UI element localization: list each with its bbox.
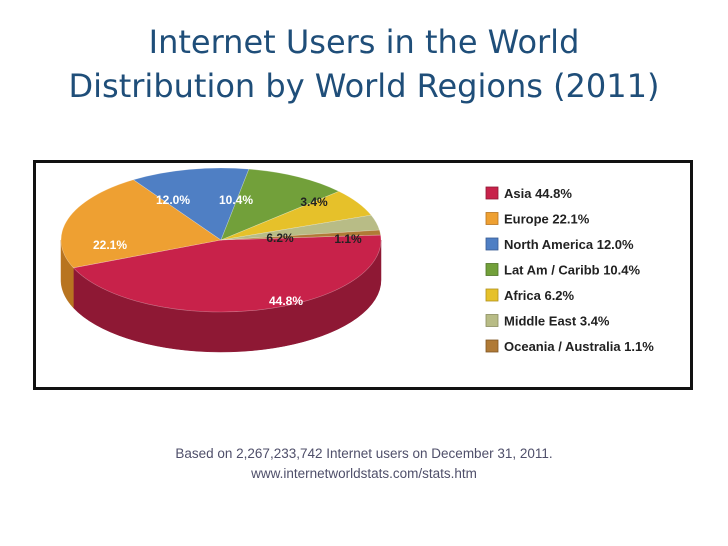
- legend-label-lat-am-caribb: Lat Am / Caribb 10.4%: [504, 263, 640, 278]
- legend-swatch-north-america: [485, 237, 499, 251]
- pie-label-oceania-australia: 1.1%: [334, 232, 362, 246]
- pie-slice-north-america: [132, 167, 250, 241]
- page-title: Internet Users in the World Distribution…: [0, 20, 728, 108]
- legend-swatch-middle-east: [485, 314, 499, 327]
- legend-swatch-oceania-australia: [485, 339, 499, 353]
- legend-label-africa: Africa 6.2%: [504, 288, 575, 303]
- pie-label-north-america: 12.0%: [156, 193, 190, 207]
- legend-swatch-africa: [485, 288, 499, 302]
- legend-swatch-europe: [485, 212, 499, 225]
- pie-label-europe: 22.1%: [93, 238, 127, 252]
- pie-slice-asia: [72, 234, 382, 313]
- legend-label-middle-east: Middle East 3.4%: [504, 314, 610, 329]
- legend-swatch-lat-am-caribb: [485, 263, 499, 276]
- legend-label-north-america: North America 12.0%: [504, 237, 634, 252]
- legend-label-oceania-australia: Oceania / Australia 1.1%: [504, 339, 654, 354]
- pie-slice-middle-east: [220, 214, 380, 241]
- pie-chart: 44.8% 22.1% 12.0% 10.4% 6.2% 3.4% 1.1% Asia 44.…: [60, 167, 654, 354]
- pie-slice-lat-am-caribb: [220, 168, 340, 241]
- pie-label-lat-am-caribb: 10.4%: [219, 193, 253, 207]
- pie-label-africa: 6.2%: [266, 231, 294, 245]
- legend-swatch-asia: [485, 186, 499, 200]
- pie-label-asia: 44.8%: [269, 294, 303, 308]
- pie-slice-oceania-australia: [220, 229, 381, 241]
- footnote-source-link[interactable]: www.internetworldstats.com/stats.htm: [251, 466, 477, 481]
- legend-label-asia: Asia 44.8%: [504, 186, 572, 201]
- pie-slice-africa: [220, 191, 372, 241]
- title-line-2: Distribution by World Regions (2011): [68, 67, 660, 105]
- chart-frame: 44.8% 22.1% 12.0% 10.4% 6.2% 3.4% 1.1% Asia 44.…: [33, 160, 693, 390]
- footnote-line-1: Based on 2,267,233,742 Internet users on…: [175, 446, 553, 461]
- pie-label-middle-east: 3.4%: [300, 195, 328, 209]
- title-line-1: Internet Users in the World: [148, 23, 580, 61]
- pie-slice-europe: [60, 179, 222, 269]
- legend-label-europe: Europe 22.1%: [504, 212, 590, 227]
- footnote: Based on 2,267,233,742 Internet users on…: [0, 444, 728, 484]
